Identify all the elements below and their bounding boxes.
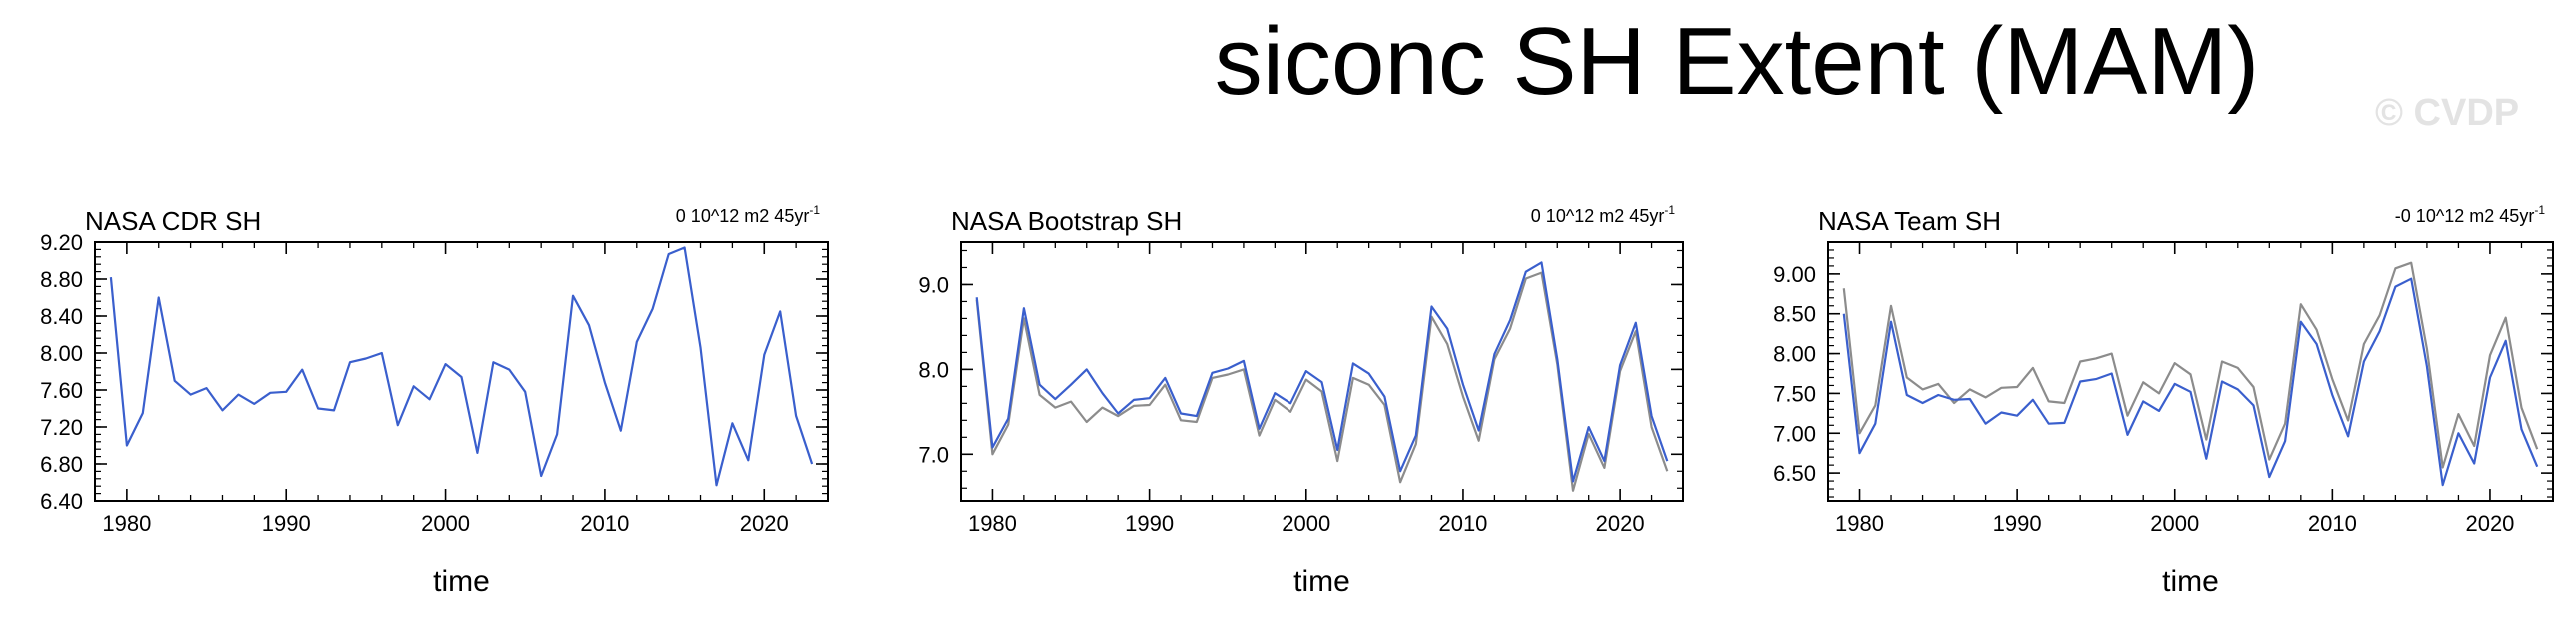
y-tick-label: 6.40	[40, 489, 83, 514]
y-tick-label: 8.00	[40, 341, 83, 366]
x-tick-label: 2010	[1438, 511, 1487, 536]
x-tick-label: 2010	[580, 511, 629, 536]
plot-frame	[94, 241, 829, 502]
x-axis-label: time	[433, 565, 490, 598]
y-tick-label: 7.20	[40, 415, 83, 440]
y-tick-label: 8.00	[1773, 342, 1816, 367]
y-tick-label: 9.20	[40, 230, 83, 255]
x-tick-label: 1980	[102, 511, 151, 536]
x-tick-label: 1980	[1835, 511, 1884, 536]
series-line-primary	[975, 261, 1669, 483]
x-axis-label: time	[2162, 565, 2219, 598]
trend-label: 0 10^12 m2 45yr-1	[676, 203, 821, 226]
watermark: © CVDP	[2375, 92, 2520, 134]
x-tick-label: 2020	[2465, 511, 2514, 536]
x-tick-label: 1990	[1125, 511, 1174, 536]
plot-frame	[960, 241, 1684, 502]
x-tick-label: 2020	[740, 511, 789, 536]
figure-title: siconc SH Extent (MAM)	[1214, 8, 2260, 115]
x-tick-label: 2000	[1282, 511, 1330, 536]
chart-panel-3: NASA Team SH -0 10^12 m2 45yr-1 1980 1990 20…	[1773, 203, 2554, 598]
chart-panel-1: NASA CDR SH 0 10^12 m2 45yr-1 1980 1990 2000…	[40, 203, 829, 598]
series-line-primary	[109, 246, 814, 487]
x-tick-label: 1990	[262, 511, 311, 536]
series-line-primary	[1842, 277, 2539, 487]
panel-title: NASA Bootstrap SH	[951, 206, 1182, 236]
y-tick-label: 8.80	[40, 267, 83, 292]
trend-label: 0 10^12 m2 45yr-1	[1531, 203, 1676, 226]
y-tick-label: 9.00	[1773, 262, 1816, 287]
panel-title: NASA Team SH	[1818, 206, 2001, 236]
x-tick-label: 2000	[421, 511, 470, 536]
y-tick-label: 7.50	[1773, 381, 1816, 406]
y-tick-label: 6.50	[1773, 461, 1816, 486]
y-tick-label: 8.50	[1773, 302, 1816, 327]
x-tick-label: 1980	[968, 511, 1017, 536]
x-axis-label: time	[1293, 565, 1350, 598]
plot-frame	[1827, 241, 2554, 502]
y-tick-label: 9.0	[918, 272, 949, 297]
y-tick-label: 8.0	[918, 357, 949, 382]
x-tick-label: 2010	[2308, 511, 2357, 536]
x-tick-label: 1990	[1993, 511, 2042, 536]
y-tick-label: 7.0	[918, 442, 949, 467]
x-tick-label: 2020	[1596, 511, 1645, 536]
y-tick-label: 6.80	[40, 452, 83, 477]
x-tick-label: 2000	[2150, 511, 2199, 536]
panel-title: NASA CDR SH	[85, 206, 261, 236]
chart-panel-2: NASA Bootstrap SH 0 10^12 m2 45yr-1 1980 19…	[918, 203, 1684, 598]
trend-label: -0 10^12 m2 45yr-1	[2395, 203, 2546, 226]
y-tick-label: 7.60	[40, 378, 83, 403]
y-tick-label: 8.40	[40, 304, 83, 329]
y-tick-label: 7.00	[1773, 421, 1816, 446]
series-line-reference	[1842, 261, 2539, 469]
